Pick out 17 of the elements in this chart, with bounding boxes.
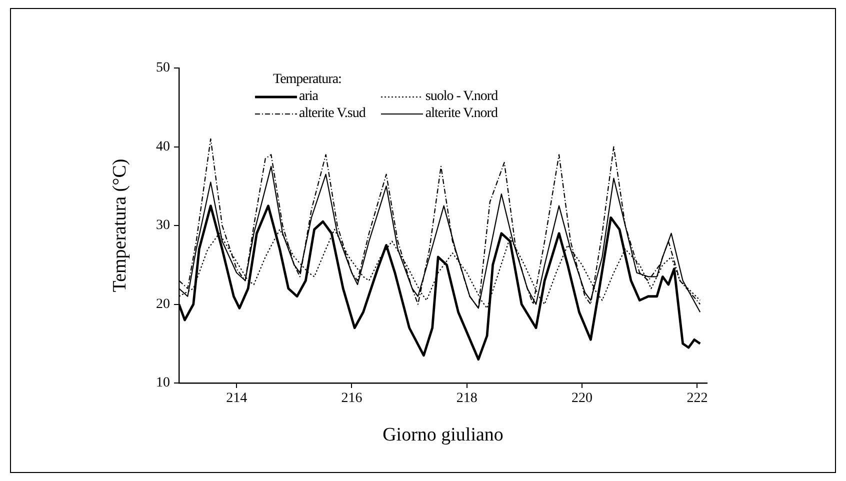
y-tick-label: 50 [156, 60, 170, 76]
x-tick-label: 214 [226, 391, 248, 406]
legend-label: aria [299, 88, 318, 104]
legend-label: alterite V.nord [425, 106, 498, 122]
x-tick-label: 218 [456, 391, 478, 406]
y-tick-label: 20 [156, 296, 170, 312]
y-tick-label: 40 [156, 139, 170, 154]
x-tick-label: 220 [572, 391, 593, 406]
legend-label: suolo - V.nord [425, 88, 498, 104]
y-axis-title: Temperatura (°C) [109, 158, 130, 292]
y-tick-label: 10 [156, 376, 170, 391]
legend-title: Temperatura: [273, 72, 342, 88]
y-tick-label: 30 [156, 218, 170, 234]
x-tick-label: 222 [686, 391, 708, 406]
x-axis-title: Giorno giuliano [382, 424, 504, 446]
x-tick-label: 216 [341, 391, 362, 406]
legend-label: alterite V.sud [299, 106, 366, 122]
